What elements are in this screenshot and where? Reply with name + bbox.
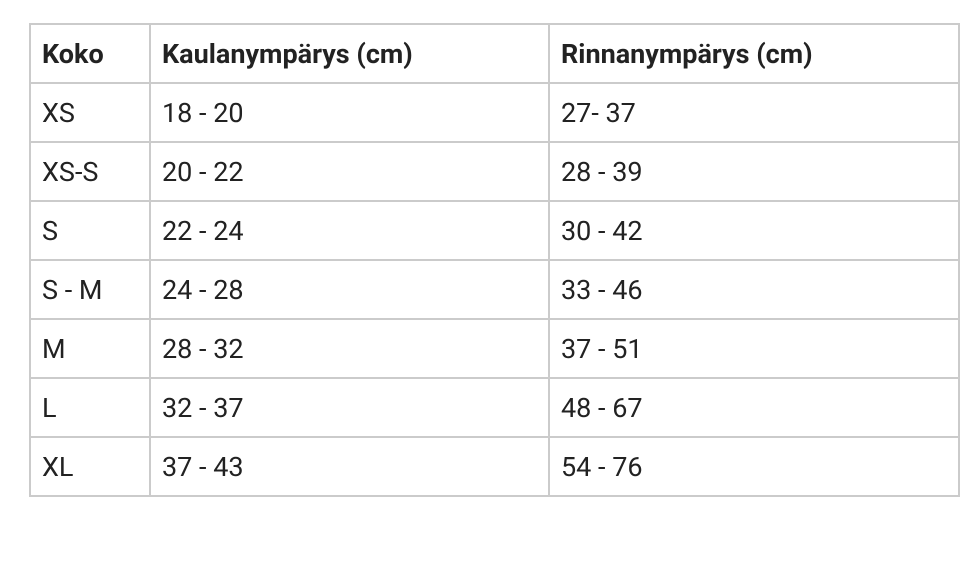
table-cell: 32 - 37 [149,377,550,438]
table-cell: 48 - 67 [548,377,960,438]
table-row: M 28 - 32 37 - 51 [29,318,960,379]
size-table-container: Koko Kaulanympärys (cm) Rinnanympärys (cm)… [29,23,960,497]
table-cell: 27- 37 [548,82,960,143]
size-table: Koko Kaulanympärys (cm) Rinnanympärys (cm)… [29,23,960,497]
table-cell: 28 - 39 [548,141,960,202]
table-cell: XS [29,82,151,143]
table-cell: XS-S [29,141,151,202]
header-cell: Koko [29,23,151,84]
header-cell: Kaulanympärys (cm) [149,23,550,84]
table-cell: 28 - 32 [149,318,550,379]
table-cell: 37 - 43 [149,436,550,497]
table-row: S 22 - 24 30 - 42 [29,200,960,261]
table-cell: 37 - 51 [548,318,960,379]
table-cell: 33 - 46 [548,259,960,320]
table-cell: 22 - 24 [149,200,550,261]
table-cell: 30 - 42 [548,200,960,261]
table-row: XL 37 - 43 54 - 76 [29,436,960,497]
table-cell: XL [29,436,151,497]
header-row: Koko Kaulanympärys (cm) Rinnanympärys (cm) [29,23,960,84]
table-cell: 18 - 20 [149,82,550,143]
table-cell: 20 - 22 [149,141,550,202]
table-cell: 54 - 76 [548,436,960,497]
table-cell: L [29,377,151,438]
table-row: XS-S 20 - 22 28 - 39 [29,141,960,202]
table-row: L 32 - 37 48 - 67 [29,377,960,438]
table-cell: S [29,200,151,261]
header-cell: Rinnanympärys (cm) [548,23,960,84]
table-row: S - M 24 - 28 33 - 46 [29,259,960,320]
table-cell: S - M [29,259,151,320]
table-row: XS 18 - 20 27- 37 [29,82,960,143]
table-cell: M [29,318,151,379]
table-cell: 24 - 28 [149,259,550,320]
